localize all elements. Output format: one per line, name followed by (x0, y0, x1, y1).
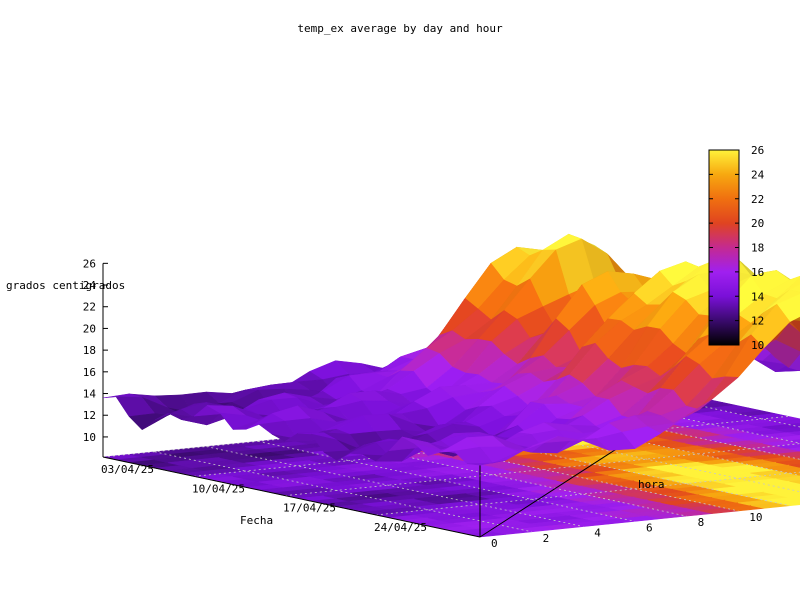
base-cell (763, 489, 800, 496)
y-tick-label: 2 (543, 532, 550, 545)
z-tick-labels: 10 12 14 16 18 20 22 24 26 (83, 257, 108, 444)
colorbar-ticks: 10 12 14 16 18 20 22 24 26 (709, 144, 765, 352)
z-tick-label: 26 (83, 257, 96, 270)
z-tick-label: 16 (83, 366, 96, 379)
base-cell (775, 427, 800, 433)
x-tick-label: 24/04/25 (374, 521, 427, 534)
chart-title: temp_ex average by day and hour (297, 22, 503, 35)
base-cell (775, 459, 800, 466)
base-cell (762, 440, 800, 447)
y-tick-labels: 0246810121416182022 (491, 511, 763, 550)
x-axis-label: Fecha (240, 514, 273, 527)
z-tick-label: 12 (83, 409, 96, 422)
base-cell (788, 422, 800, 428)
grid-line (361, 430, 739, 512)
grid-line (412, 425, 790, 507)
base-cell (776, 475, 800, 482)
base-cell (788, 431, 800, 436)
grid-line (257, 440, 636, 522)
surface-facet (128, 413, 169, 431)
colorbar-tick-label: 16 (751, 266, 764, 279)
grid-line (206, 446, 584, 527)
temperature-surface (102, 233, 800, 466)
x-axis-line (102, 456, 481, 538)
z-tick-label: 18 (83, 344, 96, 357)
colorbar-tick-label: 10 (751, 339, 764, 352)
y-axis-label: hora (638, 478, 665, 491)
x-tick-labels: 03/04/25 10/04/25 17/04/25 24/04/25 (101, 463, 427, 534)
x-tick-label: 03/04/25 (101, 463, 154, 476)
base-cell (788, 447, 800, 452)
y-tick-label: 8 (698, 516, 705, 529)
base-cell (762, 424, 800, 431)
base-cell (763, 497, 800, 504)
colorbar-tick-label: 20 (751, 217, 764, 230)
base-cell (775, 435, 800, 441)
grid-line (154, 451, 532, 533)
colorbar-tick-label: 24 (751, 168, 765, 181)
base-cell (763, 481, 800, 487)
z-tick-label: 10 (83, 431, 96, 444)
colorbar-tick-label: 26 (751, 144, 764, 157)
base-cell (788, 463, 800, 468)
z-tick-label: 22 (83, 301, 96, 314)
colorbar-tick-label: 14 (751, 290, 765, 303)
colorbar (708, 149, 740, 346)
z-tick-label: 24 (83, 279, 97, 292)
grid-line (309, 435, 687, 517)
base-cell (762, 456, 800, 463)
y-tick-label: 4 (594, 527, 601, 540)
surface-facet (466, 460, 506, 466)
x-tick-label: 10/04/25 (192, 482, 245, 495)
y-tick-label: 10 (749, 511, 762, 524)
colorbar-tick-label: 18 (751, 242, 764, 255)
z-axis-label: grados centigrados (6, 279, 125, 292)
base-cell (788, 455, 800, 460)
y-tick-label: 6 (646, 521, 653, 534)
x-tick-label: 17/04/25 (283, 502, 336, 515)
grid-line (464, 420, 800, 493)
base-cell (776, 484, 800, 490)
base-cell (789, 479, 800, 484)
base-cell (789, 471, 800, 476)
z-tick-label: 14 (83, 388, 97, 401)
base-cell (776, 492, 800, 498)
z-tick-label: 20 (83, 322, 96, 335)
base-cell (776, 467, 800, 474)
y-tick-label: 0 (491, 537, 498, 550)
base-cell (789, 496, 800, 501)
base-cell (762, 448, 800, 455)
colorbar-tick-label: 22 (751, 193, 764, 206)
colorbar-tick-label: 12 (751, 315, 764, 328)
